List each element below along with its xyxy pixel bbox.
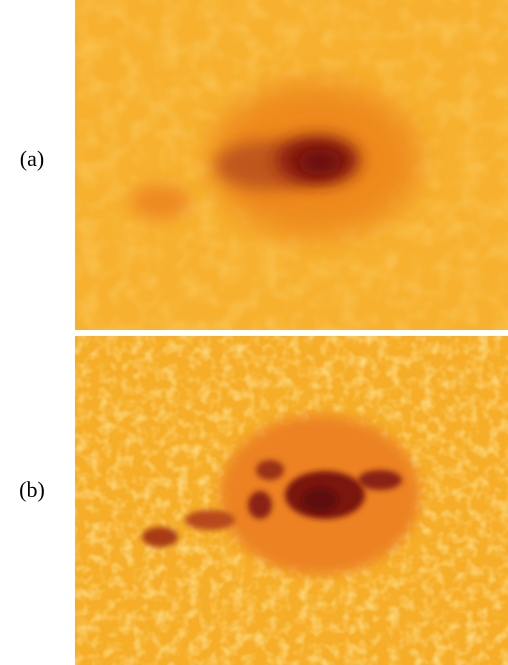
images	[0, 0, 508, 665]
panel-b-image	[75, 336, 508, 665]
figure: (a) (b)	[0, 0, 508, 665]
panel-a-image	[75, 0, 508, 330]
